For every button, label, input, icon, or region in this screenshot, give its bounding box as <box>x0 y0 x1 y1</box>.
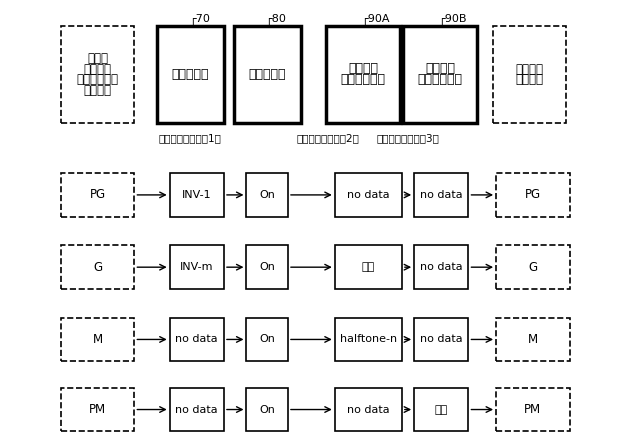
Text: （クリアトナー版1）: （クリアトナー版1） <box>159 134 221 144</box>
Text: ベタ: ベタ <box>435 405 448 414</box>
FancyBboxPatch shape <box>246 318 288 361</box>
Text: PM: PM <box>89 403 106 416</box>
Text: 得られる: 得られる <box>516 63 543 76</box>
FancyBboxPatch shape <box>414 318 468 361</box>
FancyBboxPatch shape <box>496 388 570 431</box>
FancyBboxPatch shape <box>246 173 288 217</box>
FancyBboxPatch shape <box>496 245 570 289</box>
FancyBboxPatch shape <box>493 26 566 123</box>
Text: グロッサー: グロッサー <box>248 68 286 81</box>
Text: G: G <box>528 261 538 274</box>
Text: On: On <box>259 405 275 414</box>
FancyBboxPatch shape <box>61 388 134 431</box>
Text: no data: no data <box>420 262 463 272</box>
Text: ┌90B: ┌90B <box>438 14 467 25</box>
Text: no data: no data <box>347 190 390 200</box>
Text: On: On <box>259 190 275 200</box>
Text: G: G <box>93 261 102 274</box>
FancyBboxPatch shape <box>335 245 402 289</box>
FancyBboxPatch shape <box>61 318 134 361</box>
Text: （光沢制御版: （光沢制御版 <box>77 73 118 86</box>
Text: PG: PG <box>525 188 541 201</box>
Text: no data: no data <box>420 335 463 344</box>
FancyBboxPatch shape <box>61 245 134 289</box>
Text: INV-1: INV-1 <box>182 190 212 200</box>
Text: （クリアトナー版3）: （クリアトナー版3） <box>376 134 439 144</box>
Text: （低温定着）: （低温定着） <box>417 74 463 86</box>
FancyBboxPatch shape <box>326 26 400 123</box>
Text: no data: no data <box>420 190 463 200</box>
FancyBboxPatch shape <box>61 173 134 217</box>
Text: プリンタ機: プリンタ機 <box>172 68 209 81</box>
FancyBboxPatch shape <box>496 173 570 217</box>
Text: INV-m: INV-m <box>180 262 214 272</box>
Text: no data: no data <box>175 405 218 414</box>
Text: M: M <box>528 333 538 346</box>
Text: 表面効果: 表面効果 <box>516 73 543 86</box>
Text: ┌90A: ┌90A <box>362 14 390 25</box>
FancyBboxPatch shape <box>170 388 224 431</box>
FancyBboxPatch shape <box>403 26 477 123</box>
Text: no data: no data <box>175 335 218 344</box>
FancyBboxPatch shape <box>234 26 301 123</box>
FancyBboxPatch shape <box>335 173 402 217</box>
FancyBboxPatch shape <box>414 388 468 431</box>
FancyBboxPatch shape <box>246 245 288 289</box>
Text: （通常定着）: （通常定着） <box>340 74 386 86</box>
FancyBboxPatch shape <box>170 318 224 361</box>
Text: ┌70: ┌70 <box>189 14 210 25</box>
Text: ベタ: ベタ <box>362 262 375 272</box>
FancyBboxPatch shape <box>170 173 224 217</box>
FancyBboxPatch shape <box>246 388 288 431</box>
Text: 指定の: 指定の <box>87 52 108 65</box>
Text: 後処理機: 後処理機 <box>425 63 455 75</box>
FancyBboxPatch shape <box>335 318 402 361</box>
Text: halftone-n: halftone-n <box>340 335 397 344</box>
FancyBboxPatch shape <box>496 318 570 361</box>
Text: データ）: データ） <box>84 84 111 97</box>
Text: On: On <box>259 262 275 272</box>
Text: M: M <box>93 333 102 346</box>
Text: On: On <box>259 335 275 344</box>
Text: ┌80: ┌80 <box>266 14 287 25</box>
Text: no data: no data <box>347 405 390 414</box>
Text: 後処理機: 後処理機 <box>348 63 378 75</box>
Text: PM: PM <box>524 403 541 416</box>
FancyBboxPatch shape <box>157 26 224 123</box>
FancyBboxPatch shape <box>335 388 402 431</box>
FancyBboxPatch shape <box>61 26 134 123</box>
FancyBboxPatch shape <box>414 173 468 217</box>
FancyBboxPatch shape <box>170 245 224 289</box>
Text: PG: PG <box>90 188 106 201</box>
FancyBboxPatch shape <box>414 245 468 289</box>
Text: （クリアトナー版2）: （クリアトナー版2） <box>296 134 359 144</box>
Text: 表面効果: 表面効果 <box>84 63 111 76</box>
